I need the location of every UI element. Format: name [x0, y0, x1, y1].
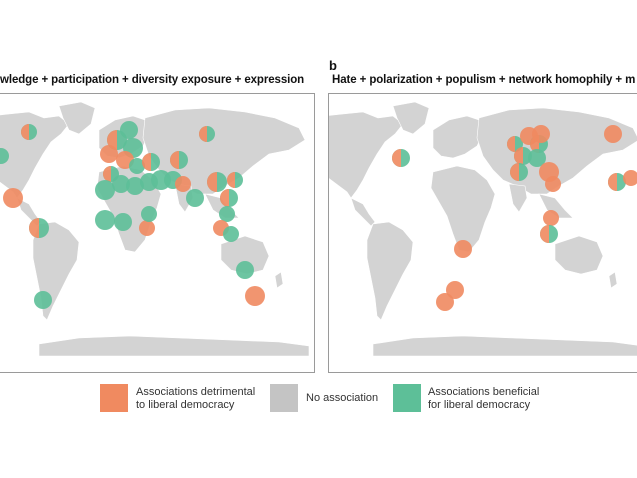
panel-a-australia [220, 235, 270, 275]
panel-a-marker [3, 188, 23, 208]
panel-b-australia [554, 235, 604, 275]
panel-a-marker [95, 180, 115, 200]
panel-b-marker [532, 125, 550, 143]
panel-b-marker [540, 225, 558, 243]
panel-b-africa [430, 165, 496, 253]
panel-b-north-america [329, 111, 404, 199]
panel-a-marker [207, 172, 227, 192]
panel-a-marker [126, 177, 144, 195]
legend-label-none: No association [306, 392, 379, 404]
panel-b-marker [623, 170, 637, 186]
panel-a-new-zealand [274, 271, 284, 289]
panel-a-marker [170, 151, 188, 169]
panel-b-marker [392, 149, 410, 167]
panel-a-marker [29, 218, 49, 238]
panel-a-antarctica [38, 335, 310, 357]
panel-b-land [329, 101, 637, 357]
panel-a-map [0, 93, 315, 373]
panel-b-markers [392, 125, 637, 311]
panel-a-marker [142, 153, 160, 171]
legend: Associations detrimental to liberal demo… [0, 384, 637, 424]
panel-b-marker [543, 210, 559, 226]
panel-b-marker [454, 240, 472, 258]
panel-b-south-america [366, 221, 414, 321]
panel-a-marker [120, 121, 138, 139]
panel-a-marker [245, 286, 265, 306]
panel-a-marker [220, 189, 238, 207]
panel-a-marker [175, 176, 191, 192]
panel-a-north-america [0, 111, 70, 199]
panel-a-marker [199, 126, 215, 142]
panel-a-title: wledge + participation + diversity expos… [0, 74, 305, 86]
panel-a-marker [0, 148, 9, 164]
panel-a-marker [141, 206, 157, 222]
panel-a-marker [227, 172, 243, 188]
panel-b-marker [436, 293, 454, 311]
legend-swatch-none [270, 384, 298, 412]
panel-b-marker [528, 149, 546, 167]
panel-b-new-zealand [608, 271, 618, 289]
legend-swatch-detrimental [100, 384, 128, 412]
panel-a-marker [139, 220, 155, 236]
panel-b-marker [514, 147, 532, 165]
panel-b-india [508, 183, 528, 213]
panel-b-europe [432, 115, 484, 159]
panel-a-marker [112, 175, 130, 193]
panel-a-marker [34, 291, 52, 309]
panel-a-marker [223, 226, 239, 242]
panel-b-marker [510, 163, 528, 181]
panel-b-letter: b [329, 58, 337, 73]
panel-a-map-svg [0, 101, 310, 357]
legend-label-beneficial: Associations beneficial for liberal demo… [428, 386, 540, 411]
panel-a-marker [100, 145, 118, 163]
panel-b-marker [545, 176, 561, 192]
panel-a-markers [0, 121, 265, 309]
panel-a-marker [236, 261, 254, 279]
panel-b-map-svg [329, 101, 637, 357]
panel-b-title: Hate + polarization + populism + network… [332, 74, 636, 86]
panel-b-marker [604, 125, 622, 143]
panel-a-marker [186, 189, 204, 207]
panel-b-marker [608, 173, 626, 191]
panel-a-marker [21, 124, 37, 140]
panel-b-southeast-asia [538, 193, 574, 219]
panel-a-marker [129, 158, 145, 174]
legend-swatch-beneficial [393, 384, 421, 412]
panel-a-greenland [58, 101, 96, 135]
panel-a-marker [114, 213, 132, 231]
panel-a-marker [219, 206, 235, 222]
panel-b-map [328, 93, 637, 373]
panel-b-marker [446, 281, 464, 299]
panel-a-marker [95, 210, 115, 230]
panel-b-greenland [392, 101, 430, 135]
legend-label-detrimental: Associations detrimental to liberal demo… [136, 386, 256, 411]
panel-b-central-america [350, 197, 376, 227]
panel-b-antarctica [372, 335, 637, 357]
